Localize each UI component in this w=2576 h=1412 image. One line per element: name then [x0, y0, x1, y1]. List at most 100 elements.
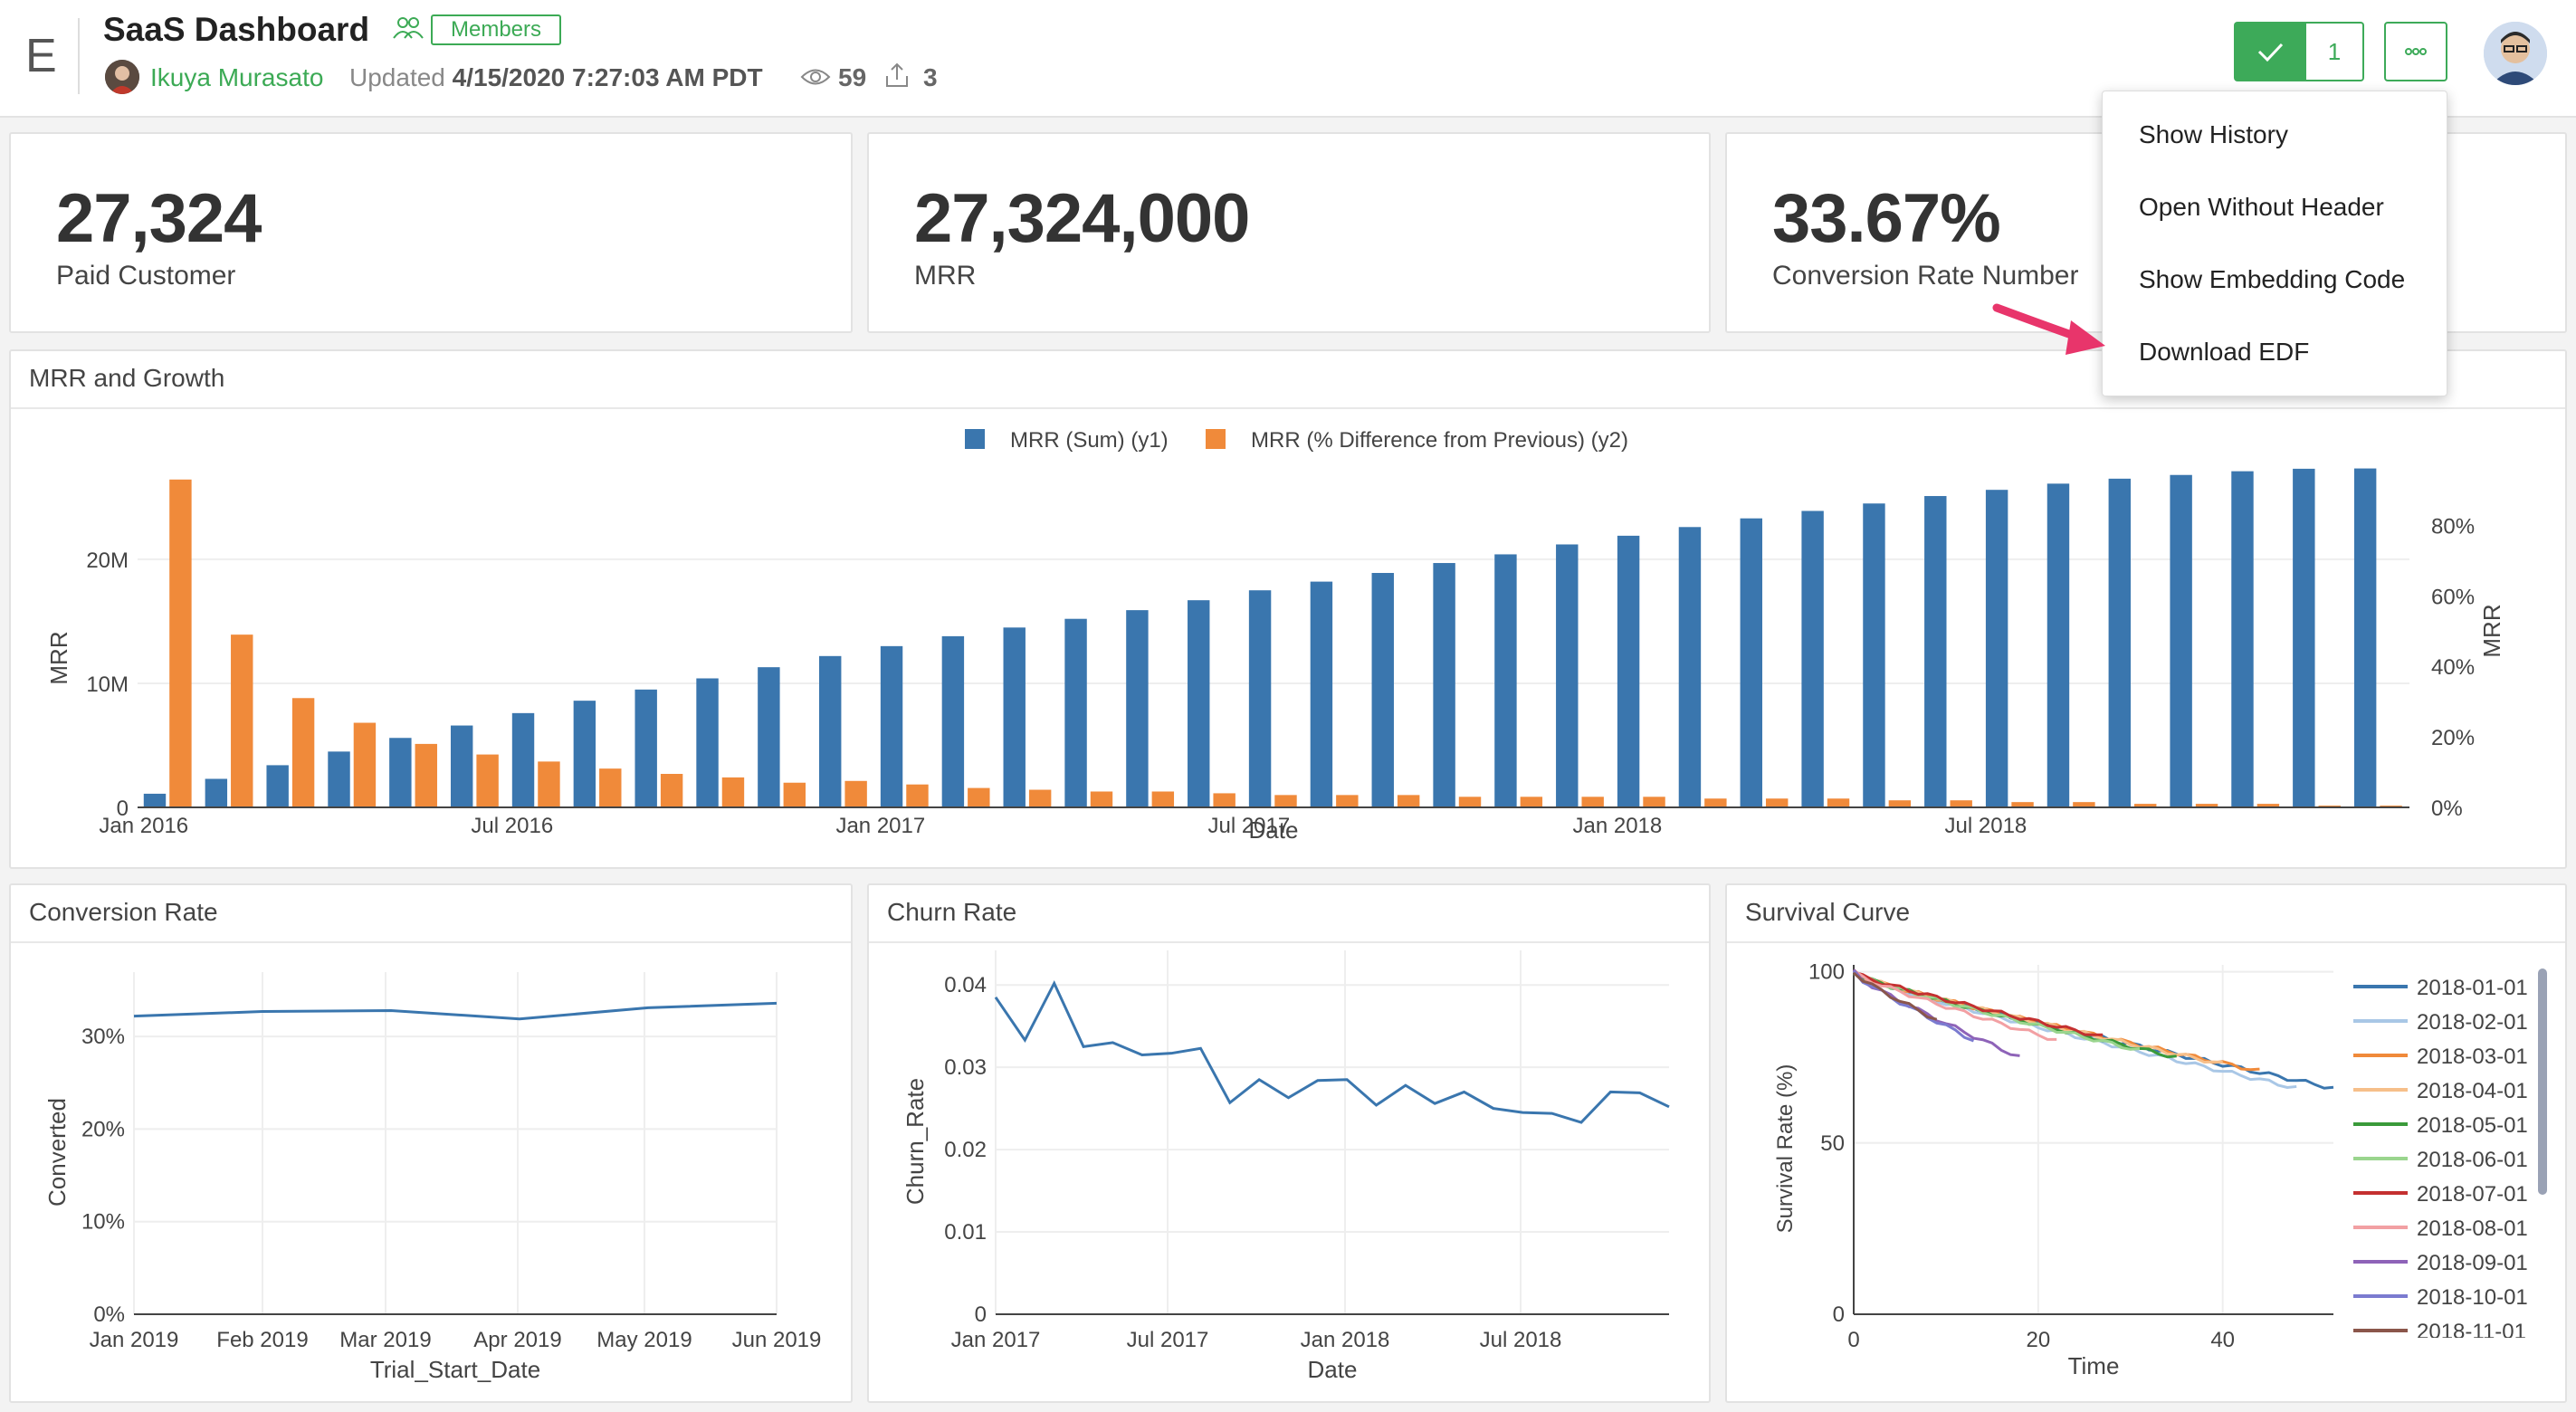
author-name[interactable]: Ikuya Murasato	[150, 63, 324, 91]
author-avatar[interactable]	[105, 60, 139, 94]
bar-mrr	[1248, 590, 1272, 807]
y-tick-label: 20%	[81, 1117, 125, 1141]
kpi-label: Conversion Rate Number	[1772, 261, 2079, 291]
x-tick-label: Jul 2017	[1127, 1328, 1209, 1352]
menu-item-open-without-header[interactable]: Open Without Header	[2139, 193, 2384, 221]
legend-label: 2018-06-01	[2417, 1148, 2528, 1172]
panel-divider	[1727, 941, 2565, 943]
bar-mrr	[266, 765, 289, 807]
bar-mrr-growth	[721, 777, 745, 807]
series-line	[994, 979, 1670, 1124]
bar-mrr	[2231, 471, 2254, 807]
x-tick-label: Jul 2018	[1945, 814, 2027, 838]
kpi-label: Paid Customer	[56, 261, 236, 291]
y-tick-label: 0.04	[944, 973, 987, 997]
y2-axis-title: MRR	[2478, 604, 2505, 657]
annotation-arrow	[1992, 303, 2105, 355]
dashboard-header: E SaaS Dashboard Members Ikuya Murasato …	[0, 0, 2576, 118]
kpi-value: 33.67%	[1772, 180, 2001, 257]
bar-mrr	[1863, 503, 1885, 807]
checkmark-icon	[2257, 43, 2284, 62]
x-axis-title: Date	[1249, 816, 1299, 844]
x-tick-label: Jan 2018	[1301, 1328, 1390, 1352]
bar-mrr-growth	[2073, 802, 2095, 807]
x-axis-title: Date	[1308, 1356, 1358, 1383]
bar-mrr	[880, 645, 903, 807]
bar-mrr	[2046, 483, 2070, 807]
fork-count: 3	[923, 63, 938, 91]
bar-mrr	[1126, 610, 1149, 807]
publish-count-button[interactable]: 1	[2306, 22, 2364, 81]
x-tick-label: Jan 2016	[99, 814, 188, 838]
x-tick-label: Jan 2017	[835, 814, 925, 838]
bar-mrr-growth	[1151, 791, 1175, 807]
members-icon	[393, 17, 424, 39]
panel-divider	[11, 407, 2565, 409]
bar-mrr	[1678, 527, 1702, 807]
bar-mrr	[1371, 573, 1394, 807]
bar-mrr-growth	[968, 787, 990, 807]
legend-label: 2018-03-01	[2417, 1045, 2528, 1069]
x-tick-label: Mar 2019	[339, 1328, 431, 1352]
bar-mrr	[1924, 496, 1947, 807]
panel-title: Conversion Rate	[29, 898, 218, 926]
x-tick-label: Jul 2018	[1480, 1328, 1562, 1352]
menu-item-show-embedding-code[interactable]: Show Embedding Code	[2139, 265, 2406, 293]
more-options-button[interactable]	[2384, 22, 2447, 81]
conversion-rate-panel: Conversion Rate 0% 10% 20% 30% Jan 2019 Feb 2…	[9, 883, 853, 1403]
bar-mrr	[2293, 468, 2315, 807]
bar-mrr	[1188, 600, 1210, 807]
bar-mrr-growth	[415, 743, 437, 807]
legend-swatch	[1206, 429, 1226, 449]
publish-button[interactable]	[2234, 22, 2306, 81]
x-tick-label: 40	[2210, 1328, 2235, 1352]
page-title: SaaS Dashboard	[103, 11, 370, 48]
x-tick-label: May 2019	[596, 1328, 692, 1352]
y-tick-label: 10%	[81, 1210, 125, 1235]
kpi-paid-customer: 27,324 Paid Customer	[9, 132, 853, 333]
app-logo[interactable]: E	[25, 30, 57, 82]
kpi-mrr: 27,324,000 MRR	[867, 132, 1711, 333]
panel-divider	[869, 941, 1709, 943]
bar-mrr-growth	[906, 784, 929, 807]
bar-mrr-growth	[1704, 798, 1727, 807]
y-tick-label: 10M	[86, 673, 129, 697]
panel-divider	[11, 941, 851, 943]
menu-item-show-history[interactable]: Show History	[2139, 120, 2288, 148]
bar-mrr-growth	[2195, 804, 2218, 807]
y2-tick-label: 40%	[2431, 655, 2475, 680]
y2-tick-label: 0%	[2431, 797, 2463, 821]
x-tick-label: Feb 2019	[216, 1328, 308, 1352]
bar-mrr	[1494, 554, 1517, 807]
x-tick-label: Jul 2016	[471, 814, 553, 838]
y-axis-title: Survival Rate (%)	[1773, 1064, 1798, 1234]
bar-mrr	[634, 689, 657, 807]
y-tick-label: 0%	[93, 1302, 125, 1327]
survival-line	[1853, 970, 2104, 1036]
fork-icon	[886, 62, 908, 87]
bar-mrr	[1556, 544, 1579, 807]
bar-mrr-growth	[599, 768, 622, 807]
members-badge[interactable]: Members	[431, 14, 562, 45]
menu-item-download-edf[interactable]: Download EDF	[2139, 338, 2310, 366]
view-count: 59	[838, 63, 867, 91]
bar-mrr-growth	[783, 782, 806, 807]
bar-mrr-growth	[1581, 797, 1604, 807]
x-tick-label: Jun 2019	[732, 1328, 822, 1352]
bar-mrr	[1740, 518, 1762, 807]
bar-mrr-growth	[1827, 798, 1850, 807]
bar-mrr-growth	[2134, 804, 2157, 807]
legend-label: MRR (% Difference from Previous) (y2)	[1251, 428, 1628, 453]
x-tick-label: 20	[2026, 1328, 2050, 1352]
user-avatar[interactable]	[2484, 22, 2547, 85]
options-menu: Show History Open Without Header Show Em…	[2102, 91, 2447, 396]
bar-mrr-growth	[291, 698, 315, 807]
bar-mrr	[1801, 510, 1824, 807]
kpi-value: 27,324,000	[914, 180, 1250, 257]
bar-mrr	[2108, 478, 2132, 807]
bar-mrr-growth	[1765, 798, 1789, 807]
x-tick-label: Jan 2017	[951, 1328, 1041, 1352]
legend-label: 2018-02-01	[2417, 1010, 2528, 1035]
churn-rate-panel: Churn Rate 0 0.01 0.02 0.03 0.04 Jan 2017 Jul …	[867, 883, 1711, 1403]
